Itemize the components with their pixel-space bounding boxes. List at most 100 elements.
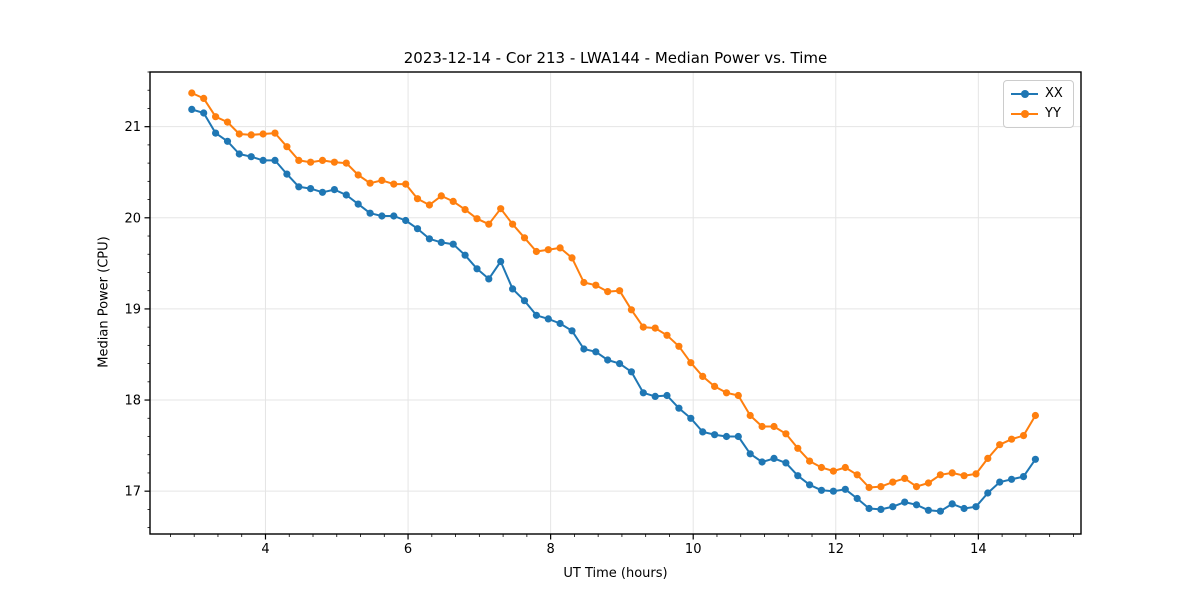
data-point-yy	[318, 156, 327, 164]
x-tick-label: 4	[261, 542, 269, 557]
data-point-xx	[223, 137, 232, 145]
data-point-xx	[639, 389, 647, 397]
y-tick-label: 18	[124, 394, 141, 409]
data-point-yy	[651, 324, 659, 332]
data-point-xx	[782, 459, 790, 467]
data-point-xx	[877, 505, 885, 513]
data-point-xx	[283, 170, 291, 178]
data-point-xx	[746, 450, 754, 458]
series-line-xx	[191, 108, 1037, 513]
data-point-xx	[200, 109, 208, 117]
data-point-yy	[1031, 411, 1039, 420]
data-point-yy	[437, 192, 445, 200]
data-point-yy	[722, 389, 731, 397]
data-point-xx	[960, 504, 968, 513]
data-point-yy	[568, 254, 576, 262]
data-point-xx	[366, 209, 374, 217]
data-point-xx	[390, 212, 398, 220]
x-tick-label: 14	[970, 542, 987, 557]
data-point-yy	[342, 159, 350, 167]
data-point-yy	[794, 444, 802, 452]
data-point-xx	[984, 489, 992, 497]
data-point-yy	[711, 382, 719, 390]
data-point-xx	[1008, 475, 1016, 483]
data-point-yy	[212, 113, 220, 121]
data-point-xx	[604, 356, 612, 364]
data-point-yy	[354, 171, 362, 179]
data-point-yy	[960, 472, 968, 480]
data-point-yy	[770, 422, 778, 431]
data-point-xx	[924, 506, 933, 514]
data-point-yy	[865, 483, 873, 492]
data-point-yy	[972, 470, 980, 478]
data-point-xx	[425, 235, 433, 243]
data-point-yy	[497, 205, 505, 213]
data-point-xx	[616, 360, 624, 368]
data-point-yy	[461, 206, 469, 214]
data-point-xx	[402, 216, 410, 225]
data-point-xx	[413, 225, 422, 233]
x-tick-label: 10	[685, 542, 702, 557]
data-point-xx	[188, 105, 196, 113]
data-point-xx	[699, 428, 707, 436]
data-point-yy	[1008, 435, 1016, 443]
data-point-xx	[449, 240, 457, 248]
data-point-xx	[259, 156, 267, 164]
data-point-xx	[972, 503, 980, 511]
data-point-xx	[675, 404, 683, 412]
data-point-xx	[794, 472, 802, 480]
data-point-xx	[544, 315, 552, 323]
data-point-xx	[948, 500, 956, 508]
data-point-yy	[782, 430, 790, 438]
data-point-xx	[271, 156, 279, 164]
y-axis-label: Median Power (CPU)	[96, 236, 112, 368]
legend: XX YY	[1003, 80, 1074, 128]
data-point-yy	[271, 129, 279, 137]
data-point-xx	[295, 183, 303, 191]
data-point-xx	[342, 191, 350, 199]
data-point-yy	[307, 158, 315, 166]
data-point-yy	[295, 156, 303, 164]
data-point-yy	[1019, 432, 1028, 440]
y-tick-label: 17	[124, 485, 141, 500]
data-point-xx	[722, 432, 731, 441]
data-point-yy	[188, 89, 196, 97]
data-point-xx	[936, 507, 945, 515]
data-point-yy	[817, 463, 826, 472]
data-point-xx	[556, 319, 564, 328]
x-tick-label: 8	[546, 542, 554, 557]
data-point-yy	[580, 278, 588, 287]
data-point-yy	[485, 220, 493, 228]
data-point-xx	[901, 498, 909, 506]
data-point-yy	[853, 471, 861, 479]
data-point-yy	[223, 118, 232, 126]
plot-frame	[149, 71, 1082, 535]
data-point-yy	[532, 247, 541, 256]
data-point-yy	[235, 130, 243, 138]
data-point-yy	[508, 220, 517, 228]
data-point-xx	[1031, 455, 1039, 463]
data-point-yy	[758, 422, 766, 431]
data-point-xx	[330, 186, 338, 194]
data-point-yy	[889, 478, 897, 486]
data-point-yy	[413, 195, 422, 203]
data-point-yy	[663, 331, 671, 339]
data-point-xx	[687, 414, 695, 422]
data-point-xx	[627, 368, 636, 376]
data-point-xx	[817, 486, 826, 494]
data-point-xx	[663, 391, 671, 400]
data-point-yy	[806, 457, 814, 465]
data-point-xx	[307, 185, 315, 193]
data-point-yy	[948, 469, 956, 477]
data-point-xx	[912, 501, 921, 509]
data-point-yy	[390, 180, 398, 188]
data-point-yy	[912, 483, 921, 491]
data-point-xx	[212, 129, 220, 137]
data-point-xx	[378, 212, 386, 220]
data-point-yy	[556, 244, 564, 252]
data-point-yy	[259, 130, 267, 138]
data-point-yy	[639, 323, 647, 331]
data-point-xx	[889, 503, 897, 511]
data-point-xx	[865, 504, 873, 513]
